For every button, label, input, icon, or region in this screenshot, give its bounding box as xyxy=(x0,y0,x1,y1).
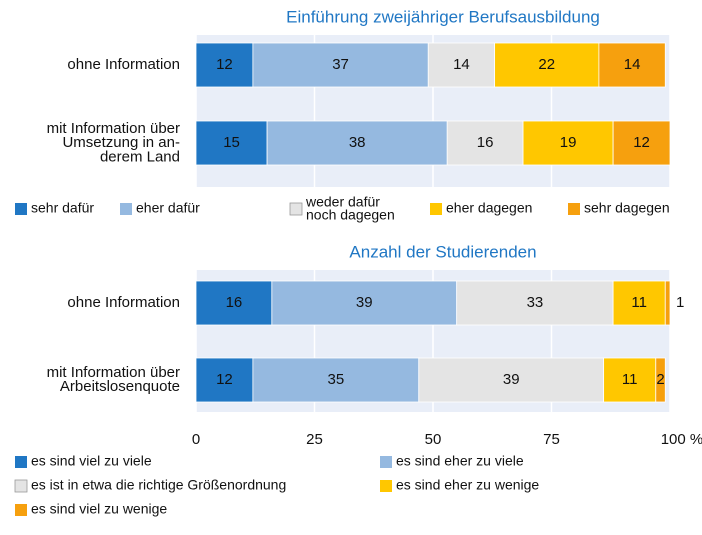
value-label: 39 xyxy=(503,371,520,388)
legend-swatch xyxy=(380,456,392,468)
legend-label: eher dagegen xyxy=(446,200,532,216)
value-label: 38 xyxy=(349,134,366,151)
legend-label: es ist in etwa die richtige Größenordnun… xyxy=(31,477,286,493)
value-label: 35 xyxy=(327,371,344,388)
bar-segment xyxy=(598,42,666,88)
legend-swatch xyxy=(15,203,27,215)
value-label: 2 xyxy=(656,371,664,388)
legend-swatch xyxy=(430,203,442,215)
legend-swatch xyxy=(14,479,28,493)
value-label: 1 xyxy=(676,294,684,311)
value-label: 16 xyxy=(226,294,243,311)
legend-swatch xyxy=(568,203,580,215)
value-label: 14 xyxy=(624,56,641,73)
legend-label: es sind viel zu viele xyxy=(31,453,152,469)
x-tick-label: 0 xyxy=(192,431,200,448)
value-label: 22 xyxy=(538,56,555,73)
x-tick-label: 50 xyxy=(425,431,442,448)
value-label: 14 xyxy=(453,56,470,73)
value-label: 37 xyxy=(332,56,349,73)
value-label: 39 xyxy=(356,294,373,311)
value-label: 12 xyxy=(633,134,650,151)
category-label: mit Information über Arbeitslosenquote xyxy=(47,364,180,395)
value-label: 19 xyxy=(560,134,577,151)
legend-label: es sind eher zu wenige xyxy=(396,477,539,493)
value-label: 11 xyxy=(631,294,647,311)
legend-label: weder dafür noch dagegen xyxy=(305,193,395,222)
legend-label: es sind viel zu wenige xyxy=(31,501,167,517)
value-label: 12 xyxy=(216,56,233,73)
legend-label: es sind eher zu viele xyxy=(396,453,524,469)
category-label: mit Information über Umsetzung in an-dere… xyxy=(47,120,180,166)
legend-label: eher dafür xyxy=(136,200,200,216)
value-label: 16 xyxy=(477,134,494,151)
value-label: 11 xyxy=(622,371,638,388)
bar-segment xyxy=(195,357,254,403)
bar-segment xyxy=(195,120,268,166)
chart-title: Einführung zweijähriger Berufsausbildung xyxy=(286,7,600,26)
value-label: 15 xyxy=(223,134,240,151)
x-tick-label: 75 xyxy=(543,431,560,448)
bar-segment xyxy=(612,120,671,166)
bar-segment xyxy=(655,357,666,403)
legend-label: sehr dagegen xyxy=(584,200,670,216)
legend-label: sehr dafür xyxy=(31,200,94,216)
value-label: 33 xyxy=(527,294,544,311)
x-tick-label: 100 % xyxy=(661,431,702,448)
bar-segment xyxy=(456,280,614,326)
bar-segment xyxy=(266,120,448,166)
legend-swatch xyxy=(15,504,27,516)
bar-segment xyxy=(612,280,666,326)
legend-swatch xyxy=(15,456,27,468)
bar-segment xyxy=(195,280,273,326)
category-label: ohne Information xyxy=(67,56,180,73)
bar-segment xyxy=(446,120,524,166)
category-label: ohne Information xyxy=(67,294,180,311)
bar-segment xyxy=(418,357,605,403)
value-label: 12 xyxy=(216,371,233,388)
chart-title: Anzahl der Studierenden xyxy=(349,242,536,261)
bar-segment xyxy=(271,280,458,326)
bar-segment xyxy=(252,42,429,88)
legend-swatch xyxy=(289,202,303,216)
bar-segment xyxy=(252,357,420,403)
legend-swatch xyxy=(380,480,392,492)
bar-segment xyxy=(195,42,254,88)
bar-segment xyxy=(664,280,671,326)
bar-segment xyxy=(603,357,657,403)
legend-swatch xyxy=(120,203,132,215)
bar-segment xyxy=(522,120,614,166)
x-tick-label: 25 xyxy=(306,431,323,448)
